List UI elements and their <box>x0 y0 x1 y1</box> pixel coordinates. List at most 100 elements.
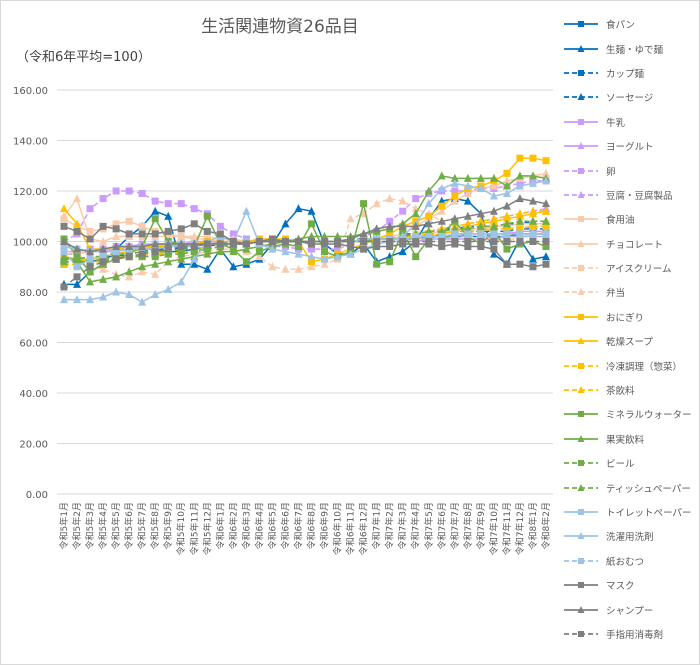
triangle-marker-icon <box>489 181 498 190</box>
triangle-marker-icon <box>476 209 485 218</box>
square-marker-icon <box>347 238 355 245</box>
x-tick-label: 令和6年2月 <box>227 502 239 549</box>
square-marker-icon <box>242 258 250 266</box>
square-marker-icon <box>490 245 498 253</box>
square-marker-icon <box>125 253 133 261</box>
triangle-marker-icon <box>515 171 524 180</box>
square-marker-icon <box>360 238 368 245</box>
triangle-marker-icon <box>307 231 316 240</box>
triangle-marker-icon <box>463 189 472 198</box>
triangle-marker-icon <box>73 244 82 253</box>
legend-swatch-icon <box>564 582 598 589</box>
legend-swatch-icon <box>564 21 598 28</box>
triangle-marker-icon <box>307 206 316 215</box>
legend-label: 卵 <box>606 166 616 178</box>
triangle-marker-icon <box>489 173 498 182</box>
triangle-marker-icon <box>229 262 238 271</box>
legend-swatch-icon <box>564 190 598 198</box>
square-marker-icon <box>255 248 263 256</box>
square-marker-icon <box>164 227 172 235</box>
square-marker-icon <box>529 238 537 245</box>
triangle-marker-icon <box>542 206 550 215</box>
square-marker-icon <box>281 238 289 245</box>
square-marker-icon <box>308 245 316 253</box>
square-marker-icon <box>425 212 433 220</box>
legend-item: 乾燥スープ <box>564 329 698 353</box>
x-tick-label: 令和5年5月 <box>110 502 122 549</box>
triangle-marker-icon <box>463 181 472 190</box>
triangle-marker-icon <box>73 194 82 203</box>
triangle-marker-icon <box>424 199 433 208</box>
square-marker-icon <box>578 167 584 174</box>
square-marker-icon <box>86 227 94 235</box>
x-tick-label: 令和7年11月 <box>501 502 513 555</box>
square-marker-icon <box>60 222 68 230</box>
x-tick-label: 令和6年8月 <box>306 502 318 549</box>
triangle-marker-icon <box>151 206 160 215</box>
x-tick-label: 令和5年7月 <box>136 502 148 549</box>
square-marker-icon <box>386 243 394 251</box>
triangle-marker-icon <box>528 178 537 187</box>
triangle-marker-icon <box>112 242 121 251</box>
square-marker-icon <box>516 260 524 268</box>
square-marker-icon <box>216 230 224 238</box>
square-marker-icon <box>203 240 211 248</box>
legend-item: チョコレート <box>564 232 698 256</box>
legend-swatch-icon <box>564 434 598 442</box>
triangle-marker-icon <box>151 239 160 248</box>
triangle-marker-icon <box>398 196 407 205</box>
legend-item: トイレットペーパー <box>564 500 698 524</box>
chart-subtitle: （令和6年平均=100） <box>16 50 151 65</box>
legend-swatch-icon <box>564 557 598 564</box>
square-marker-icon <box>578 630 584 637</box>
x-tick-label: 令和5年10月 <box>175 502 187 555</box>
plot-area: 0.00 20.00 40.00 60.00 80.00 100.00 120.00 140.… <box>13 86 553 555</box>
triangle-marker-icon <box>60 237 68 245</box>
triangle-marker-icon <box>346 249 355 258</box>
x-tick-label: 令和6年11月 <box>345 502 357 555</box>
square-marker-icon <box>451 187 459 195</box>
legend-swatch-icon <box>564 118 598 125</box>
triangle-marker-icon <box>138 242 147 251</box>
triangle-marker-icon <box>281 219 290 228</box>
square-marker-icon <box>477 243 485 251</box>
square-marker-icon <box>542 157 550 165</box>
triangle-marker-icon <box>515 209 524 218</box>
x-tick-label: 令和7年10月 <box>488 502 500 555</box>
legend-swatch-icon <box>564 386 598 394</box>
triangle-marker-icon <box>203 231 212 240</box>
triangle-marker-icon <box>502 189 511 198</box>
legend-label: 食用油 <box>606 215 635 227</box>
y-tick-label: 80.00 <box>19 288 48 299</box>
triangle-marker-icon <box>281 264 290 273</box>
x-tick-label: 令和5年9月 <box>162 502 174 549</box>
square-marker-icon <box>451 238 459 245</box>
triangle-marker-icon <box>203 249 212 258</box>
triangle-marker-icon <box>463 219 472 228</box>
triangle-marker-icon <box>99 292 108 301</box>
legend-item: 食用油 <box>564 207 698 231</box>
triangle-marker-icon <box>437 226 446 235</box>
triangle-marker-icon <box>164 284 173 293</box>
chart-title: 生活関連物資26品目 <box>201 17 359 37</box>
triangle-marker-icon <box>281 247 290 256</box>
square-marker-icon <box>578 69 584 76</box>
triangle-marker-icon <box>73 279 82 288</box>
legend-swatch-icon <box>564 337 598 345</box>
triangle-marker-icon <box>229 247 238 256</box>
triangle-marker-icon <box>437 171 446 180</box>
legend-item: 果実飲料 <box>564 427 698 451</box>
square-marker-icon <box>255 238 263 245</box>
x-tick-label: 令和5年4月 <box>97 502 109 549</box>
x-tick-label: 令和7年12月 <box>514 502 526 555</box>
square-marker-icon <box>151 215 159 223</box>
square-marker-icon <box>516 238 524 245</box>
triangle-marker-icon <box>138 262 147 271</box>
triangle-marker-icon <box>177 277 186 286</box>
square-marker-icon <box>529 263 537 271</box>
triangle-marker-icon <box>528 216 537 225</box>
square-marker-icon <box>529 222 537 230</box>
triangle-marker-icon <box>437 183 446 192</box>
triangle-marker-icon <box>385 221 394 230</box>
triangle-marker-icon <box>489 206 498 215</box>
